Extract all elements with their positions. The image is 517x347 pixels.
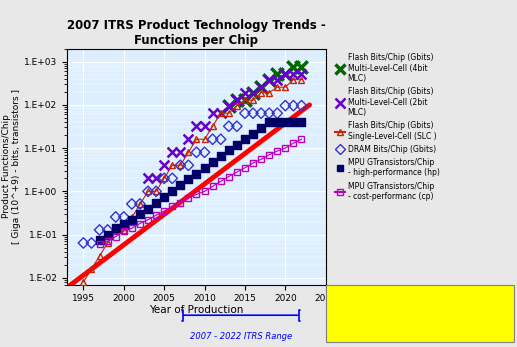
Point	[112, 226, 120, 231]
Point	[297, 119, 306, 125]
Point	[192, 171, 201, 177]
Text: Average Industr
"Moores Law": Average Industr "Moores Law"	[385, 292, 446, 312]
Point	[176, 182, 185, 188]
Point	[273, 119, 281, 125]
Point	[201, 166, 209, 171]
Point	[289, 64, 297, 69]
Point	[184, 162, 192, 168]
Point	[152, 188, 160, 194]
Point	[201, 124, 209, 129]
Point	[112, 214, 120, 220]
Point	[128, 217, 136, 222]
Point	[257, 125, 265, 131]
Point	[273, 77, 281, 82]
Point	[281, 71, 290, 77]
Point	[160, 162, 168, 168]
Point	[257, 84, 265, 90]
Point	[208, 136, 217, 142]
Point	[241, 98, 249, 103]
Point	[273, 110, 281, 116]
Point	[208, 160, 217, 165]
Point	[249, 90, 257, 95]
Point	[289, 119, 297, 125]
Point	[281, 103, 290, 108]
Point	[217, 153, 225, 159]
Point	[233, 98, 241, 103]
Point	[168, 176, 176, 181]
Point	[265, 77, 273, 82]
Point	[192, 124, 201, 129]
Point	[87, 240, 96, 246]
Point	[233, 98, 241, 103]
Point	[95, 237, 103, 243]
Point	[257, 84, 265, 90]
Point	[136, 211, 144, 217]
Point	[201, 150, 209, 155]
Point	[233, 124, 241, 129]
Point	[103, 232, 112, 237]
Y-axis label: Product Functions/Chip
[ Giga (10^+9) - bits, transistors ]: Product Functions/Chip [ Giga (10^+9) - …	[2, 89, 22, 244]
Point	[297, 71, 306, 77]
Point	[136, 201, 144, 207]
Point	[152, 176, 160, 181]
Point	[119, 221, 128, 226]
Point	[281, 119, 290, 125]
Point	[273, 71, 281, 77]
Point	[184, 177, 192, 182]
Point	[241, 110, 249, 116]
Point	[241, 90, 249, 95]
Point	[241, 136, 249, 142]
Point	[208, 110, 217, 116]
Legend: Flash Bits/Chip (Gbits)
Multi-Level-Cell (4bit
MLC), Flash Bits/Chip (Gbits)
Mul: Flash Bits/Chip (Gbits) Multi-Level-Cell…	[334, 52, 440, 202]
Text: 2007 - 2022 ITRS Range: 2007 - 2022 ITRS Range	[190, 332, 292, 341]
Point	[249, 132, 257, 137]
Point	[168, 188, 176, 194]
Point	[289, 71, 297, 77]
Point	[176, 162, 185, 168]
Title: 2007 ITRS Product Technology Trends -
Functions per Chip: 2007 ITRS Product Technology Trends - Fu…	[67, 19, 326, 48]
Point	[265, 119, 273, 125]
Point	[217, 110, 225, 116]
Point	[297, 103, 306, 108]
Point	[128, 201, 136, 207]
Point	[79, 240, 87, 246]
Point	[217, 136, 225, 142]
Point	[144, 188, 152, 194]
Point	[249, 110, 257, 116]
Point	[233, 142, 241, 147]
Point	[160, 176, 168, 181]
Point	[249, 90, 257, 95]
Point	[265, 110, 273, 116]
Point	[224, 103, 233, 108]
Point	[184, 136, 192, 142]
Point	[152, 200, 160, 205]
Point	[224, 147, 233, 153]
Point	[297, 64, 306, 69]
Point	[119, 214, 128, 220]
Point	[224, 124, 233, 129]
Point	[265, 77, 273, 82]
Point	[281, 71, 290, 77]
Point	[144, 176, 152, 181]
Point	[192, 150, 201, 155]
Point	[257, 110, 265, 116]
Point	[144, 206, 152, 211]
Point	[289, 103, 297, 108]
Text: 2x Functions/chip Per 2 Year: 2x Functions/chip Per 2 Year	[332, 321, 454, 330]
Point	[168, 150, 176, 155]
Point	[95, 227, 103, 233]
Point	[176, 150, 185, 155]
Point	[224, 103, 233, 108]
X-axis label: Year of Production: Year of Production	[149, 305, 244, 315]
Point	[103, 227, 112, 233]
Point	[160, 194, 168, 200]
